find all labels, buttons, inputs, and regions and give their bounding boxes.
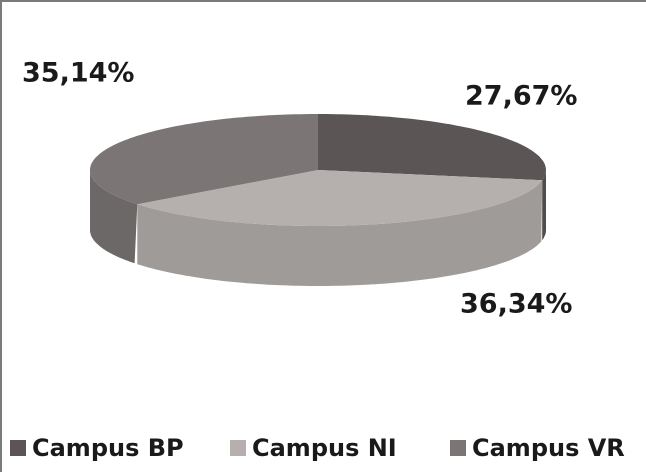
pie-side [137, 180, 543, 286]
pie-slice [318, 114, 546, 181]
data-label: 35,14% [22, 58, 134, 89]
data-label: 27,67% [465, 81, 577, 112]
data-label: 36,34% [460, 289, 572, 320]
legend-swatch [230, 440, 246, 456]
legend-label: Campus VR [472, 434, 625, 462]
legend-label: Campus NI [252, 434, 397, 462]
pie-side [542, 170, 546, 241]
pie-slice [90, 114, 318, 205]
pie-side [90, 170, 138, 264]
labels: 27,67% 36,34% 35,14% Campus BP Campus NI Camp… [10, 58, 625, 462]
legend-label: Campus BP [32, 434, 184, 462]
legend-swatch [450, 440, 466, 456]
legend-swatch [10, 440, 26, 456]
pie-slice [137, 170, 543, 226]
pie [90, 114, 546, 286]
